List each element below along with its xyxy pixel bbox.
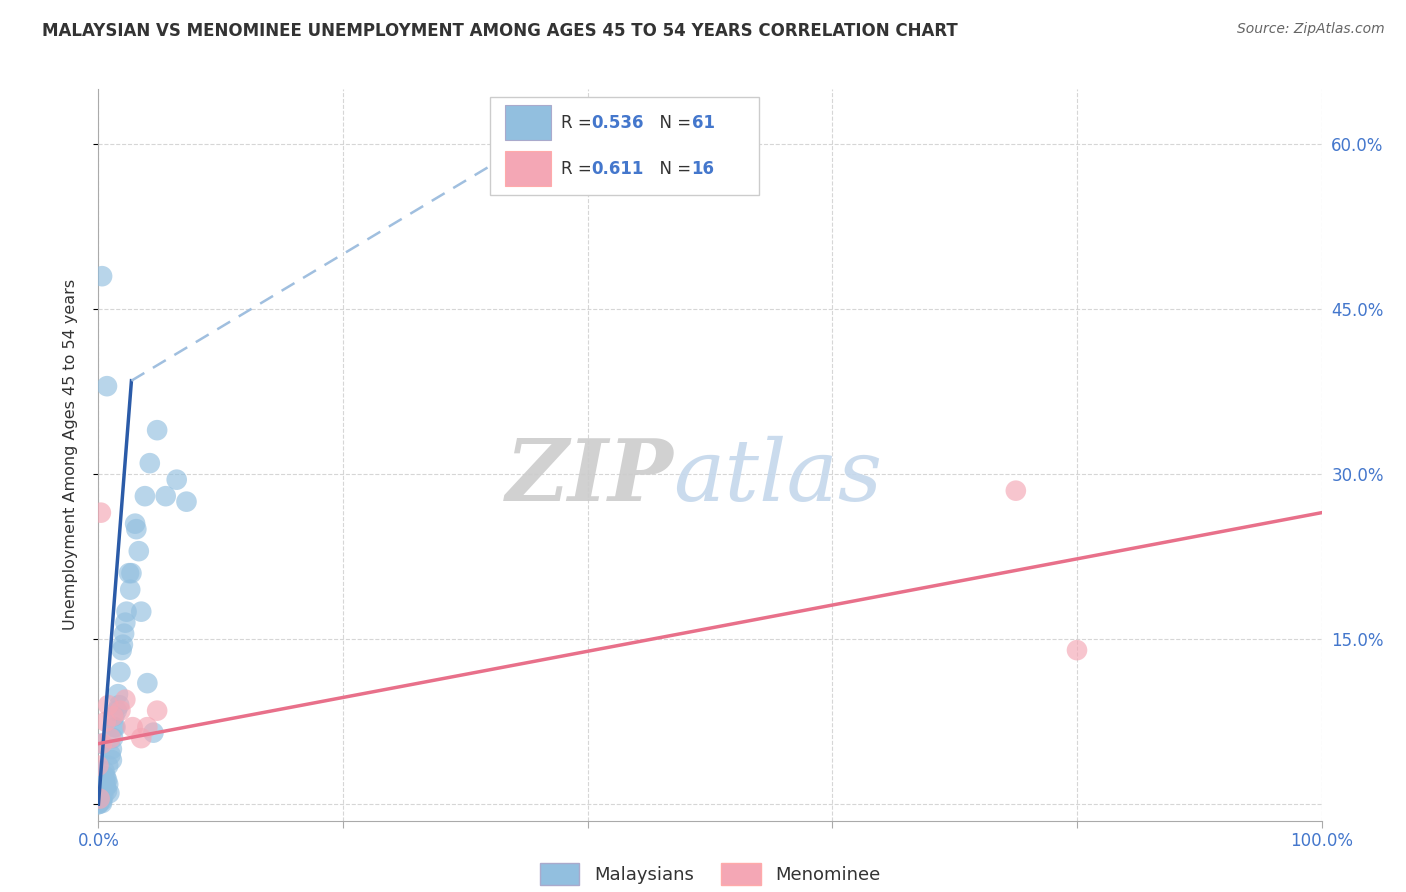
Point (91, 737, 114, 751)
Point (134, 489, 156, 503)
Point (97, 698, 120, 713)
Point (91, 794, 114, 808)
Point (94, 714, 117, 729)
Text: 16: 16 (692, 160, 714, 178)
Point (110, 704, 132, 718)
Point (91, 789, 114, 804)
Text: N =: N = (650, 160, 696, 178)
FancyBboxPatch shape (489, 96, 759, 195)
Text: ZIP: ZIP (506, 435, 673, 518)
Point (94, 770, 117, 784)
Point (94, 780, 117, 795)
Point (136, 720, 159, 734)
Point (98, 786, 121, 800)
Point (110, 665, 132, 680)
Text: R =: R = (561, 114, 596, 132)
Point (101, 742, 124, 756)
Point (101, 753, 124, 767)
Point (96, 784, 118, 798)
Point (87, 789, 110, 803)
Point (114, 692, 136, 706)
Point (90, 791, 112, 805)
Text: R =: R = (561, 160, 602, 178)
Point (120, 582, 142, 597)
Point (100, 747, 122, 762)
Point (94, 777, 117, 791)
Point (104, 720, 127, 734)
Point (100, 731, 122, 746)
Point (97, 758, 120, 772)
Point (89, 795, 111, 809)
Point (129, 731, 152, 746)
FancyBboxPatch shape (505, 105, 551, 140)
Point (93, 770, 115, 784)
Text: 0.536: 0.536 (592, 114, 644, 132)
Point (108, 698, 131, 713)
Text: 0.611: 0.611 (592, 160, 644, 178)
Point (103, 720, 125, 734)
Point (97, 777, 120, 791)
Point (166, 473, 188, 487)
Point (107, 687, 129, 701)
Point (111, 643, 134, 657)
Point (121, 720, 143, 734)
Point (87, 786, 110, 800)
Point (89, 794, 111, 808)
Point (91, 780, 114, 795)
Point (128, 544, 150, 558)
Point (87, 758, 110, 772)
Point (136, 676, 159, 690)
Point (112, 626, 135, 640)
Point (90, 791, 112, 805)
Point (90, 790, 112, 805)
Point (101, 731, 124, 746)
Point (91, 796, 114, 810)
Point (96, 772, 118, 787)
Point (1066, 643, 1088, 657)
Point (91, 269, 114, 284)
Point (105, 704, 128, 718)
Text: MALAYSIAN VS MENOMINEE UNEMPLOYMENT AMONG AGES 45 TO 54 YEARS CORRELATION CHART: MALAYSIAN VS MENOMINEE UNEMPLOYMENT AMON… (42, 22, 957, 40)
Legend: Malaysians, Menominee: Malaysians, Menominee (533, 855, 887, 892)
Point (155, 489, 177, 503)
Point (96, 379, 118, 393)
Point (115, 605, 138, 619)
Point (87, 797, 110, 812)
Point (139, 456, 162, 470)
Point (93, 764, 115, 779)
Point (1004, 483, 1026, 498)
Point (142, 725, 165, 739)
Point (89, 789, 111, 803)
Text: atlas: atlas (673, 435, 883, 518)
Y-axis label: Unemployment Among Ages 45 to 54 years: Unemployment Among Ages 45 to 54 years (63, 279, 77, 631)
Point (101, 709, 124, 723)
Point (118, 566, 141, 581)
Point (87, 797, 110, 812)
Point (120, 566, 142, 581)
Point (176, 494, 198, 508)
Text: 61: 61 (692, 114, 714, 132)
Point (90, 506, 112, 520)
Point (129, 605, 152, 619)
Point (89, 791, 111, 805)
Point (89, 795, 111, 809)
FancyBboxPatch shape (505, 152, 551, 186)
Text: Source: ZipAtlas.com: Source: ZipAtlas.com (1237, 22, 1385, 37)
Point (89, 793, 111, 807)
Text: N =: N = (650, 114, 696, 132)
Point (111, 638, 134, 652)
Point (146, 704, 169, 718)
Point (124, 516, 146, 531)
Point (125, 522, 148, 536)
Point (90, 737, 112, 751)
Point (93, 775, 115, 789)
Point (114, 615, 136, 630)
Point (103, 709, 125, 723)
Point (146, 423, 169, 437)
